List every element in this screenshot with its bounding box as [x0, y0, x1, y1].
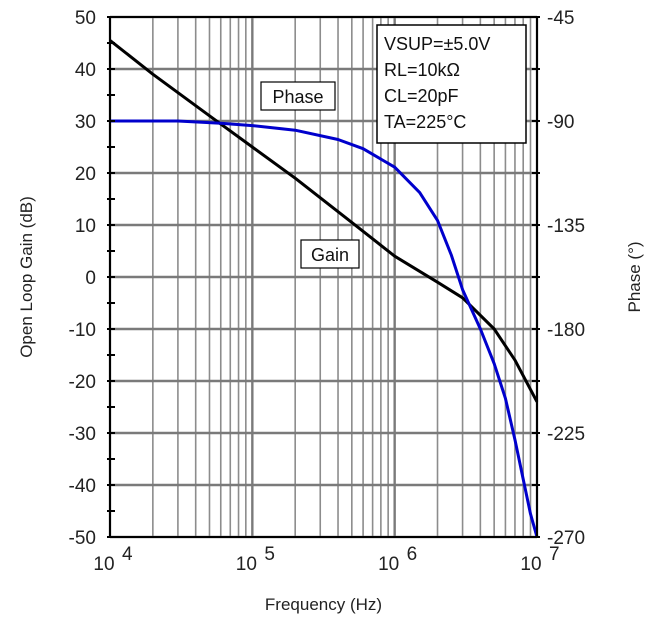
y-right-tick-label: -45	[547, 8, 574, 29]
condition-line: CL=20pF	[384, 86, 459, 106]
y-tick-label: 40	[75, 60, 96, 81]
x-tick-exponent: 4	[122, 544, 133, 565]
y-tick-label: -30	[69, 424, 96, 445]
x-tick-exponent: 5	[264, 544, 275, 565]
labels: 50 40 30 20 10 0 -10 -20 -30 -40 -50 -45 -90 -135 -180…	[69, 8, 586, 575]
series-layer	[109, 39, 539, 538]
x-tick-exponent: 6	[407, 544, 418, 565]
annotation-box-gain	[300, 239, 360, 269]
y-tick-label: -10	[69, 320, 96, 341]
y-right-tick-label: -180	[547, 320, 585, 341]
x-tick-label: 10	[93, 554, 114, 575]
condition-line: TA=225°C	[384, 112, 466, 132]
series-line-gain	[109, 39, 539, 403]
y-right-tick-label: -270	[547, 528, 585, 549]
y-tick-label: 30	[75, 112, 96, 133]
condition-line: RL=10kΩ	[384, 60, 460, 80]
ticks	[107, 16, 540, 538]
x-axis-title: Frequency (Hz)	[265, 595, 382, 614]
y-tick-label: 0	[85, 268, 96, 289]
x-tick-label: 10	[378, 554, 399, 575]
y-right-tick-label: -225	[547, 424, 585, 445]
annotations: Phase Gain VSUP=±5.0V RL=10kΩ CL=20pF TA=225°…	[260, 24, 527, 269]
conditions-box	[376, 24, 527, 144]
annotation-label-phase: Phase	[272, 87, 323, 107]
y-tick-label: -40	[69, 476, 96, 497]
x-tick-label: 10	[520, 554, 541, 575]
series-line-phase	[110, 119, 539, 538]
x-tick-label: 10	[236, 554, 257, 575]
y-right-tick-label: -135	[547, 216, 585, 237]
annotation-label-gain: Gain	[311, 245, 349, 265]
y-axis-title: Open Loop Gain (dB)	[17, 196, 36, 358]
y-tick-label: -20	[69, 372, 96, 393]
annotation-box-phase	[260, 81, 336, 111]
y-tick-label: 20	[75, 164, 96, 185]
condition-line: VSUP=±5.0V	[384, 34, 490, 54]
y-axis-right-title: Phase (°)	[625, 241, 644, 312]
y-tick-label: -50	[69, 528, 96, 549]
y-tick-label: 50	[75, 8, 96, 29]
y-tick-label: 10	[75, 216, 96, 237]
x-tick-exponent: 7	[549, 544, 560, 565]
y-right-tick-label: -90	[547, 112, 574, 133]
